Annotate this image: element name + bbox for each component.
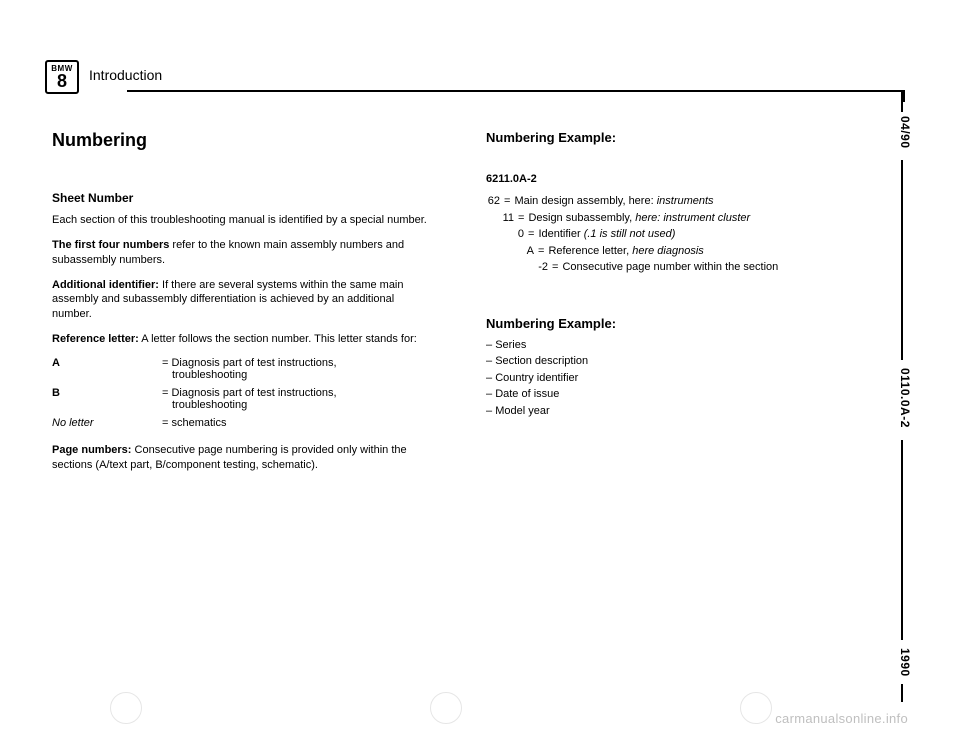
letter-def-a: = schematics (162, 417, 436, 429)
content-columns: Numbering Sheet Number Each section of t… (52, 130, 870, 483)
letter-row: B = Diagnosis part of test instructions,… (52, 387, 436, 411)
bmw-badge: BMW 8 (45, 60, 79, 94)
rail-line (901, 160, 903, 360)
example-line: -2 = Consecutive page number within the … (486, 259, 870, 276)
example-val-italic: here: instrument cluster (635, 212, 750, 224)
list-item: Country identifier (486, 370, 870, 387)
example1-code: 6211.0A-2 (486, 173, 870, 185)
right-rail: 04/90 0110.0A-2 1990 (892, 92, 912, 702)
header-title: Introduction (89, 67, 162, 83)
example-line: 0 = Identifier (.1 is still not used) (486, 226, 870, 243)
example-val-plain: Consecutive page number within the secti… (562, 261, 778, 273)
rail-line (901, 92, 903, 112)
para-intro: Each section of this troubleshooting man… (52, 213, 436, 228)
equals-sign: = (534, 243, 548, 260)
first-four-bold: The first four numbers (52, 239, 169, 251)
watermark: carmanualsonline.info (775, 711, 908, 726)
letter-def: = Diagnosis part of test instructions, t… (162, 387, 436, 411)
reference-rest: A letter follows the section number. Thi… (139, 333, 417, 345)
letter-def: = Diagnosis part of test instructions, t… (162, 357, 436, 381)
letter-def: = schematics (162, 417, 436, 429)
reference-bold: Reference letter: (52, 333, 139, 345)
example-key: 0 (486, 226, 524, 243)
example-key: A (486, 243, 534, 260)
example-val-plain: Identifier (538, 228, 583, 240)
example-line: 62 = Main design assembly, here: instrum… (486, 193, 870, 210)
example-val-italic: (.1 is still not used) (584, 228, 676, 240)
example-val-plain: Design subassembly, (528, 212, 635, 224)
punch-hole (740, 692, 772, 724)
letter-def-b: troubleshooting (162, 369, 436, 381)
example2-heading: Numbering Example: (486, 316, 870, 331)
letter-key: A (52, 357, 162, 381)
example2-list: Series Section description Country ident… (486, 337, 870, 420)
letter-key: No letter (52, 417, 162, 429)
example-line: 11 = Design subassembly, here: instrumen… (486, 210, 870, 227)
rail-year: 1990 (892, 648, 912, 677)
list-item: Section description (486, 353, 870, 370)
para-additional: Additional identifier: If there are seve… (52, 278, 436, 323)
page-numbers-bold: Page numbers: (52, 444, 131, 456)
rail-code: 0110.0A-2 (892, 368, 912, 428)
example1-heading: Numbering Example: (486, 130, 870, 145)
equals-sign: = (548, 259, 562, 276)
equals-sign: = (514, 210, 528, 227)
example-key: 11 (486, 210, 514, 227)
example-key: -2 (486, 259, 548, 276)
example-key: 62 (486, 193, 500, 210)
letter-def-a: = Diagnosis part of test instructions, (162, 357, 436, 369)
example-val-italic: instruments (657, 195, 714, 207)
list-item: Series (486, 337, 870, 354)
equals-sign: = (524, 226, 538, 243)
example-val: Consecutive page number within the secti… (562, 259, 870, 276)
para-page-numbers: Page numbers: Consecutive page numbering… (52, 443, 436, 473)
additional-bold: Additional identifier: (52, 279, 159, 291)
example-val-plain: Main design assembly, here: (514, 195, 656, 207)
letter-key: B (52, 387, 162, 411)
letter-table: A = Diagnosis part of test instructions,… (52, 357, 436, 429)
punch-hole (110, 692, 142, 724)
list-item: Date of issue (486, 386, 870, 403)
para-reference: Reference letter: A letter follows the s… (52, 332, 436, 347)
example1-block: 6211.0A-2 62 = Main design assembly, her… (486, 173, 870, 276)
section-heading: Numbering (52, 130, 436, 151)
rail-date: 04/90 (892, 116, 912, 149)
badge-bottom: 8 (57, 73, 67, 89)
example-val: Reference letter, here diagnosis (548, 243, 870, 260)
punch-hole (430, 692, 462, 724)
letter-row: No letter = schematics (52, 417, 436, 429)
para-first-four: The first four numbers refer to the know… (52, 238, 436, 268)
page-header: BMW 8 Introduction (45, 60, 905, 94)
list-item: Model year (486, 403, 870, 420)
sheet-number-heading: Sheet Number (52, 191, 436, 205)
page: BMW 8 Introduction Numbering Sheet Numbe… (0, 0, 960, 742)
letter-def-b: troubleshooting (162, 399, 436, 411)
example-val-plain: Reference letter, (548, 245, 632, 257)
rail-line (901, 684, 903, 702)
example-val: Main design assembly, here: instruments (514, 193, 870, 210)
letter-def-a: = Diagnosis part of test instructions, (162, 387, 436, 399)
example-val: Design subassembly, here: instrument clu… (528, 210, 870, 227)
equals-sign: = (500, 193, 514, 210)
example-line: A = Reference letter, here diagnosis (486, 243, 870, 260)
left-column: Numbering Sheet Number Each section of t… (52, 130, 436, 483)
example-val: Identifier (.1 is still not used) (538, 226, 870, 243)
header-rule (127, 90, 905, 92)
right-column: Numbering Example: 6211.0A-2 62 = Main d… (486, 130, 870, 483)
letter-row: A = Diagnosis part of test instructions,… (52, 357, 436, 381)
example-val-italic: here diagnosis (632, 245, 704, 257)
rail-line (901, 440, 903, 640)
